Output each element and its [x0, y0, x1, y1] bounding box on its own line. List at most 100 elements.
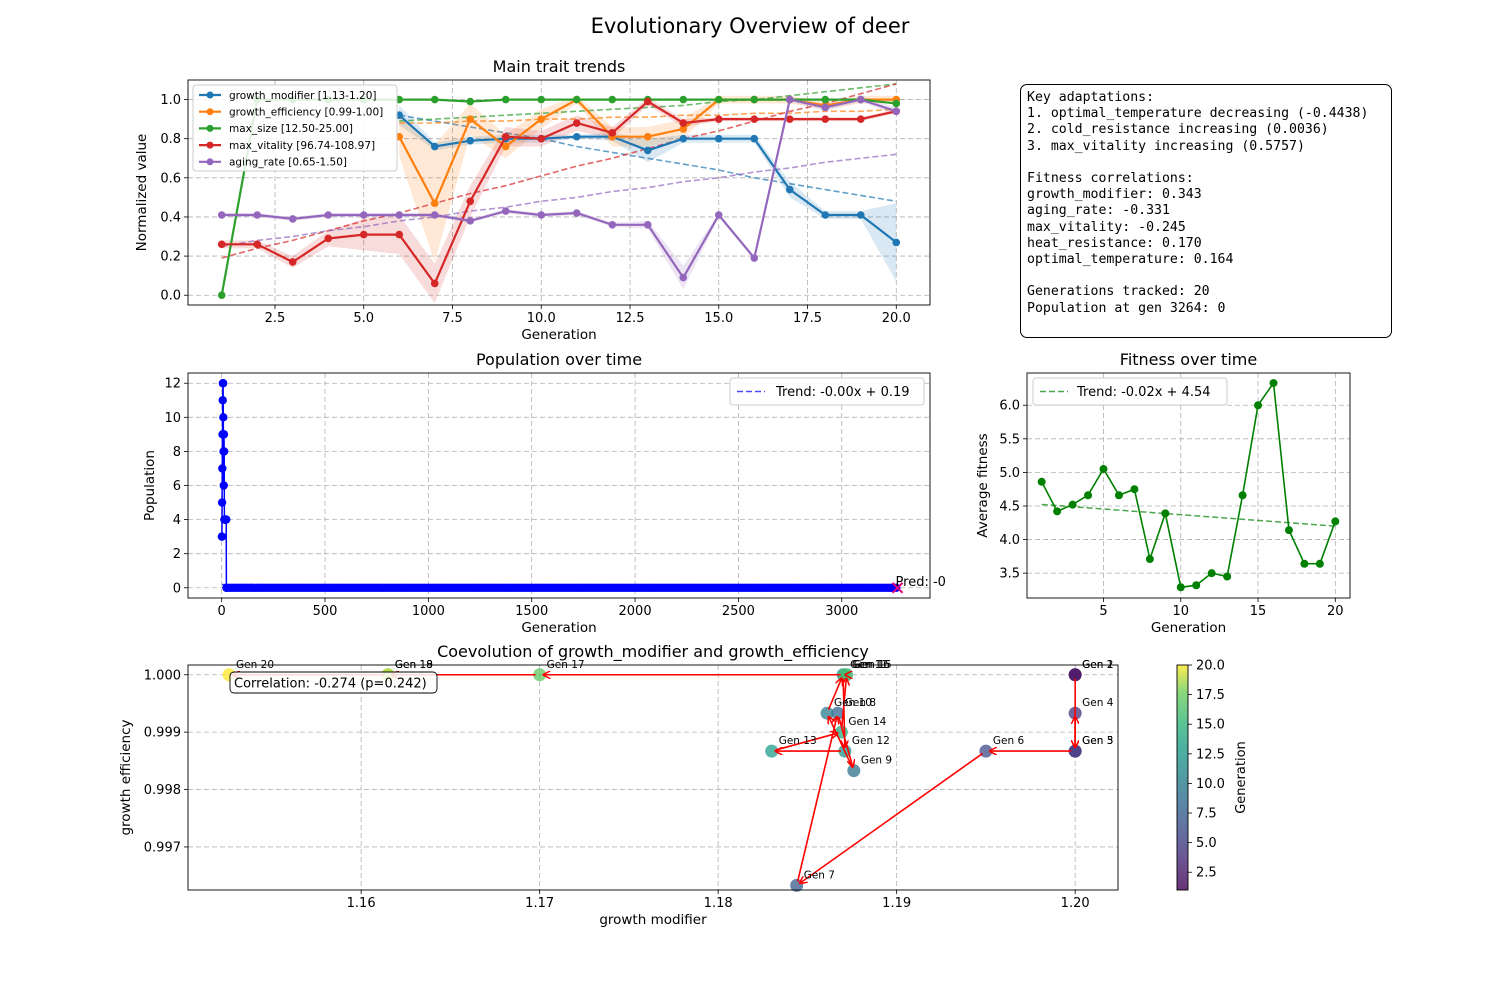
colorbar-tick-label: 2.5: [1196, 866, 1217, 881]
fitness-point: [1099, 465, 1108, 474]
x-tick-label: 20.0: [882, 311, 911, 326]
y-tick-label: 0.0: [160, 289, 181, 304]
fitness-point: [1114, 491, 1123, 500]
chart-title: Main trait trends: [493, 57, 626, 76]
x-axis-label: Generation: [1151, 620, 1226, 636]
colorbar-tick-label: 7.5: [1196, 807, 1217, 822]
data-point-max_vitality: [501, 132, 510, 141]
data-point-aging_rate: [466, 217, 475, 225]
x-tick-label: 10: [1172, 604, 1189, 619]
x-tick-label: 2500: [722, 604, 755, 619]
fitness-point: [1223, 572, 1232, 581]
point-label: Gen 8: [845, 697, 876, 709]
prediction-marker: [891, 582, 904, 594]
x-tick-label: 15.0: [704, 311, 733, 326]
data-point-growth_modifier: [821, 211, 830, 219]
x-tick-label: 5: [1099, 604, 1107, 619]
legend-marker-growth_efficiency: [206, 108, 214, 116]
scatter-point: [1068, 668, 1082, 682]
point-label: Gen 5: [1082, 735, 1113, 747]
fitness-point: [1315, 559, 1324, 568]
data-point-aging_rate: [324, 211, 333, 219]
data-point-max_size: [608, 95, 617, 104]
legend-label: growth_efficiency [0.99-1.00]: [229, 107, 383, 119]
data-point-growth_modifier: [856, 211, 865, 219]
legend-frame: [192, 84, 398, 172]
summary-line: growth_modifier: 0.343: [1027, 187, 1202, 203]
data-point-growth_modifier: [679, 134, 688, 143]
coevolution-chart: 1.16 1.17 1.18 1.19 1.20 0.997 0.998 0.999 1.000…: [118, 642, 1119, 928]
y-axis-label: Normalized value: [134, 134, 150, 252]
summary-textbox: Key adaptations: 1. optimal_temperature …: [1020, 84, 1392, 338]
evolution-arrow: [796, 717, 837, 882]
population-point: [219, 413, 228, 422]
data-point-aging_rate: [821, 103, 830, 112]
fitness-trend-line: [1041, 503, 1336, 527]
y-tick-label: 1.0: [160, 93, 181, 108]
fitness-point: [1269, 379, 1278, 388]
legend-marker-max_size: [206, 124, 214, 132]
legend: Trend: -0.00x + 0.19: [729, 377, 925, 406]
x-tick-label: 0: [218, 604, 226, 619]
y-tick-label: 0.4: [160, 210, 181, 225]
summary-line: optimal_temperature: 0.164: [1027, 252, 1234, 268]
legend-marker-growth_modifier: [206, 91, 214, 99]
plot-frame: [187, 372, 931, 599]
data-point-aging_rate: [253, 211, 262, 219]
y-tick-label: 1.000: [144, 668, 181, 683]
summary-text: Key adaptations: 1. optimal_temperature …: [1027, 90, 1385, 317]
fitness-point: [1145, 555, 1154, 564]
summary-line: 2. cold_resistance increasing (0.0036): [1027, 122, 1329, 138]
population-point: [218, 464, 227, 473]
data-point-growth_efficiency: [537, 115, 546, 123]
fitness-point: [1084, 491, 1093, 500]
summary-line: Key adaptations:: [1027, 90, 1155, 105]
trend-line-max_size: [399, 83, 897, 122]
legend-label: Trend: -0.02x + 4.54: [1076, 385, 1211, 400]
population-point: [219, 447, 229, 456]
population-chart: 0 500 1000 1500 2000 2500 3000 0 2 4 6 8 10 12 Populat…: [142, 350, 946, 636]
chart-title: Population over time: [476, 350, 642, 369]
legend-frame: [729, 377, 925, 406]
y-tick-label: 2: [173, 547, 181, 562]
data-point-aging_rate: [217, 211, 226, 219]
fitness-point: [1130, 485, 1139, 494]
data-point-aging_rate: [608, 220, 617, 229]
population-point: [222, 515, 231, 524]
data-point-max_vitality: [750, 115, 759, 123]
data-point-max_vitality: [679, 119, 688, 127]
legend: growth_modifier [1.13-1.20] growth_effici…: [192, 84, 398, 172]
colorbar-label: Generation: [1234, 741, 1249, 814]
data-point-aging_rate: [785, 95, 794, 104]
data-point-max_size: [679, 95, 688, 104]
point-label: Gen 3: [1082, 735, 1113, 747]
data-point-growth_efficiency: [466, 115, 475, 123]
data-point-max_size: [466, 97, 475, 106]
data-point-max_size: [750, 95, 759, 104]
legend-marker-aging_rate: [206, 158, 214, 166]
point-label: Gen 14: [848, 716, 886, 728]
data-point-max_vitality: [572, 119, 581, 127]
summary-line: heat_resistance: 0.170: [1027, 235, 1202, 251]
trait-trends-chart: 2.5 5.0 7.5 10.0 12.5 15.0 17.5 20.0 0.0 0.2 0.4 0.…: [134, 57, 931, 343]
y-tick-label: 8: [173, 445, 181, 460]
data-point-max_vitality: [253, 240, 262, 249]
x-tick-label: 1.19: [882, 896, 911, 911]
fitness-point: [1068, 500, 1077, 509]
data-point-max_vitality: [324, 234, 333, 243]
evolution-arrow: [775, 733, 838, 751]
x-axis-label: growth modifier: [599, 912, 707, 928]
y-tick-label: 6.0: [999, 399, 1020, 414]
data-point-max_vitality: [430, 279, 439, 288]
correlation-annotation: Correlation: -0.274 (p=0.242): [229, 671, 438, 694]
legend: Trend: -0.02x + 4.54: [1032, 377, 1228, 406]
y-axis-label: Population: [142, 450, 158, 521]
point-label: Gen 7: [804, 869, 835, 881]
annotation-box: [229, 671, 438, 694]
plot-frame: [1026, 372, 1351, 599]
chart-title: Coevolution of growth_modifier and growt…: [437, 642, 869, 662]
population-point: [217, 532, 227, 541]
figure-title: Evolutionary Overview of deer: [590, 14, 910, 38]
data-point-max_vitality: [785, 115, 794, 123]
evolution-arrow: [800, 752, 984, 883]
